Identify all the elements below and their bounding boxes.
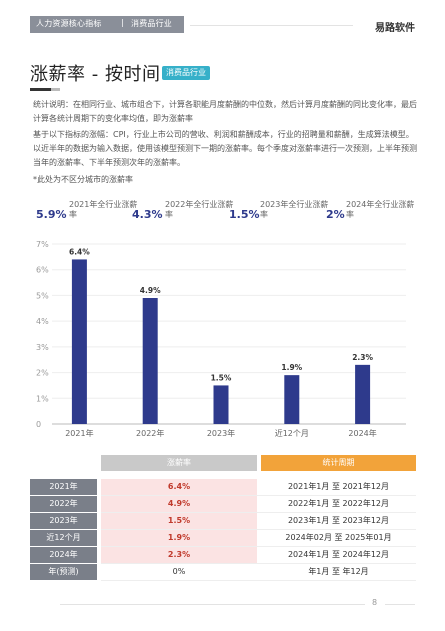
table-row: 2024年 2.3% 2024年1月 至 2024年12月 [30,547,416,564]
chart-card: 5.9% 2021年全行业涨薪率 4.3% 2022年全行业涨薪率 1.5% 2… [28,192,416,444]
brand-logo-text: 易路软件 [375,23,415,34]
table-row: 2021年 6.4% 2021年1月 至 2021年12月 [30,479,416,496]
row-year: 2023年 [30,513,97,529]
row-year: 2021年 [30,479,97,495]
row-divider [101,563,416,564]
stat-label: 2021年全行业涨薪率 [69,200,138,219]
row-rate: 2.3% [101,547,257,563]
stat-value: 5.9% [36,208,67,221]
stat-label: 2022年全行业涨薪率 [165,200,234,219]
breadcrumb-item: 人力资源核心指标 [36,19,102,28]
breadcrumb-item: 消费品行业 [131,19,172,28]
footnote: *此处为不区分城市的涨薪率 [33,175,133,184]
y-tick-label: 7% [36,240,49,249]
y-tick-label: 1% [36,394,49,403]
bar [213,385,229,424]
row-period: 2021年1月 至 2021年12月 [287,482,390,491]
y-tick-label: 4% [36,317,49,326]
x-tick-label: 2023年 [207,428,235,438]
row-period: 2024年1月 至 2024年12月 [287,550,390,559]
row-divider [101,580,416,581]
bar-value-label: 6.4% [69,247,90,256]
row-divider [101,546,416,547]
bar-value-label: 4.9% [140,286,161,295]
bar-value-label: 2.3% [352,353,373,362]
table-row: 年(预测) 0% 年1月 至 年12月 [30,564,416,581]
bar [142,298,158,424]
stat-value: 1.5% [229,208,260,221]
bar [355,364,371,424]
x-tick-label: 2024年 [348,428,376,438]
row-rate: 6.4% [101,479,257,495]
row-divider [101,512,416,513]
bar-value-label: 1.5% [211,373,232,382]
y-tick-label: 0 [36,420,41,429]
row-divider [101,529,416,530]
breadcrumb-bar: 人力资源核心指标 | 消费品行业 [30,16,184,33]
row-year: 2022年 [30,496,97,512]
row-divider [101,495,416,496]
row-year: 近12个月 [30,530,97,546]
table-row: 2022年 4.9% 2022年1月 至 2022年12月 [30,496,416,513]
footer-divider [60,604,365,605]
row-period: 2022年1月 至 2022年12月 [287,499,390,508]
bar [284,375,300,424]
bar-chart: 0 1% 2% 3% 4% 5% 6% 7% 6.4% 2021年 4.9% 2022年 1.5% 202… [36,240,406,438]
row-period: 2024年02月 至 2025年01月 [285,533,392,542]
page-title: 涨薪率 - 按时间 [30,64,161,85]
title-underline-accent [51,88,60,91]
prediction-description: 基于以下指标的涨幅：CPI，行业上市公司的营收、利润和薪酬成本，行业的招聘量和薪… [33,130,417,167]
table-header-period: 统计周期 [261,455,416,471]
row-period: 年1月 至 年12月 [308,567,369,576]
y-tick-label: 2% [36,369,49,378]
bar [71,259,87,424]
stat-label: 2024年全行业涨薪率 [346,200,415,219]
row-year: 年(预测) [30,564,97,580]
statistics-description: 统计说明：在相同行业、城市组合下，计算各职能月度薪酬的中位数，然后计算月度薪酬的… [33,100,417,123]
row-rate: 0% [101,564,257,580]
footer-divider [385,604,415,605]
row-rate: 1.9% [101,530,257,546]
stat-label: 2023年全行业涨薪率 [260,200,329,219]
stat-value: 2% [326,208,345,221]
breadcrumb-separator: | [121,18,124,27]
table-row: 近12个月 1.9% 2024年02月 至 2025年01月 [30,530,416,547]
page-number: 8 [372,598,378,607]
row-period: 2023年1月 至 2023年12月 [287,516,390,525]
table-header-rate: 涨薪率 [101,455,257,471]
row-rate: 4.9% [101,496,257,512]
y-tick-label: 5% [36,291,49,300]
bar-value-label: 1.9% [281,363,302,372]
row-rate: 1.5% [101,513,257,529]
stat-value: 4.3% [132,208,163,221]
y-tick-label: 6% [36,266,49,275]
header-divider [190,25,353,26]
stats-row: 5.9% 2021年全行业涨薪率 4.3% 2022年全行业涨薪率 1.5% 2… [28,198,416,226]
y-tick-label: 3% [36,343,49,352]
title-underline [30,88,51,91]
x-tick-label: 2022年 [136,428,164,438]
x-tick-label: 近12个月 [275,428,309,438]
x-tick-label: 2021年 [65,428,93,438]
row-year: 2024年 [30,547,97,563]
industry-tag: 消费品行业 [162,66,210,80]
table-row: 2023年 1.5% 2023年1月 至 2023年12月 [30,513,416,530]
